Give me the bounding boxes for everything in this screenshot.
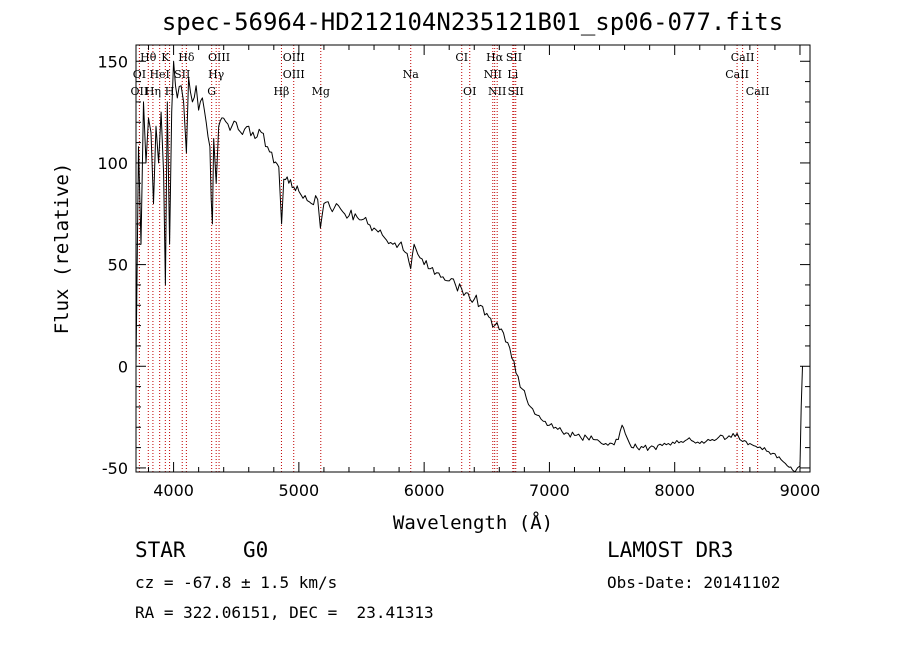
- y-tick-label: 150: [97, 52, 128, 71]
- emission-line-markers: [138, 45, 759, 472]
- line-marker-label: Hα: [486, 51, 504, 64]
- line-marker-label: OI: [463, 85, 476, 98]
- y-tick-label: 100: [97, 154, 128, 173]
- x-tick-label: 8000: [654, 481, 695, 500]
- x-tick-label: 7000: [529, 481, 570, 500]
- line-marker-label: SII: [174, 68, 190, 81]
- line-marker-label: CaII: [746, 85, 770, 98]
- y-axis-ticks: -50 0 50 100 150: [97, 52, 810, 478]
- line-marker-label: OII: [131, 85, 149, 98]
- line-marker-label: NII: [484, 68, 502, 81]
- line-marker-label: K: [161, 51, 170, 64]
- coordinates-text: RA = 322.06151, DEC = 23.41313: [135, 603, 434, 622]
- line-marker-label: OIII: [283, 51, 305, 64]
- line-marker-label: SII: [508, 85, 524, 98]
- survey-name: LAMOST DR3: [607, 538, 734, 562]
- x-axis-label: Wavelength (Å): [393, 511, 553, 534]
- line-marker-label: NII: [488, 85, 506, 98]
- y-axis-label: Flux (relative): [51, 163, 73, 335]
- line-marker-label: OI: [133, 68, 146, 81]
- line-marker-label: SII: [506, 51, 522, 64]
- line-marker-label: OIII: [283, 68, 305, 81]
- line-marker-label: H: [165, 85, 175, 98]
- x-axis-ticks: 4000 5000 6000 7000 8000 9000: [148, 45, 821, 500]
- x-tick-label: 5000: [279, 481, 320, 500]
- y-tick-label: -50: [102, 459, 128, 478]
- plot-frame: [135, 44, 811, 473]
- line-marker-label: Hη: [145, 85, 161, 98]
- line-marker-label: HeI: [149, 68, 169, 81]
- line-marker-label: Mg: [312, 85, 330, 98]
- line-marker-label: Hδ: [178, 51, 195, 64]
- chart-title: spec-56964-HD212104N235121B01_sp06-077.f…: [161, 8, 784, 36]
- line-marker-label: CI: [455, 51, 468, 64]
- y-tick-label: 0: [118, 357, 128, 376]
- spectrum-line: [135, 60, 803, 473]
- obs-date-text: Obs-Date: 20141102: [607, 573, 781, 592]
- line-marker-label: Hβ: [273, 85, 289, 98]
- line-marker-label: Hθ: [140, 51, 157, 64]
- object-subclass: G0: [243, 538, 269, 562]
- redshift-text: cz = -67.8 ± 1.5 km/s: [135, 573, 338, 592]
- x-tick-label: 4000: [153, 481, 194, 500]
- object-class: STAR: [135, 538, 186, 562]
- line-marker-label: Na: [403, 68, 420, 81]
- x-tick-label: 9000: [780, 481, 821, 500]
- line-marker-label: CaII: [731, 51, 755, 64]
- line-marker-label: CaII: [725, 68, 749, 81]
- line-marker-label: OIII: [208, 51, 230, 64]
- line-marker-label: Hγ: [208, 68, 225, 81]
- line-marker-label: Li: [507, 68, 518, 81]
- line-marker-label: G: [207, 85, 216, 98]
- x-tick-label: 6000: [404, 481, 445, 500]
- y-tick-label: 50: [108, 256, 128, 275]
